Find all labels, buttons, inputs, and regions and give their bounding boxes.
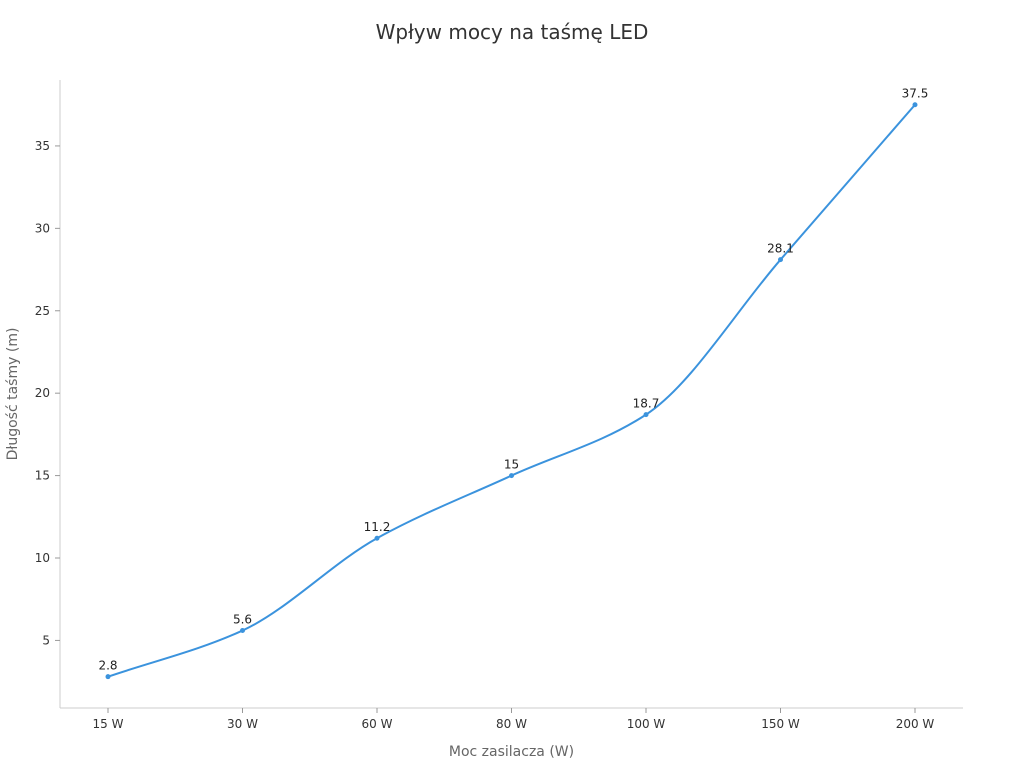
data-label: 11.2 xyxy=(364,520,391,534)
data-point xyxy=(374,535,380,541)
x-axis-title: Moc zasilacza (W) xyxy=(449,744,574,760)
data-label: 37.5 xyxy=(902,87,929,101)
y-tick-label: 25 xyxy=(35,304,50,318)
data-point xyxy=(105,674,111,680)
y-ticks: 5 10 15 20 25 30 35 xyxy=(35,139,60,647)
y-axis-title: Długość taśmy (m) xyxy=(5,328,21,461)
y-tick-label: 15 xyxy=(35,469,50,483)
y-tick-label: 30 xyxy=(35,221,50,235)
data-point xyxy=(509,473,514,479)
x-tick-label: 150 W xyxy=(761,717,800,731)
chart-title: Wpływ mocy na taśmę LED xyxy=(375,20,649,44)
data-label: 5.6 xyxy=(233,613,252,627)
data-labels: 2.8 5.6 11.2 15 18.7 28.1 37.5 xyxy=(98,87,928,673)
data-points xyxy=(105,102,918,680)
data-point xyxy=(643,412,649,418)
x-ticks: 15 W 30 W 60 W 80 W 100 W 150 W 200 W xyxy=(93,708,935,731)
data-label: 18.7 xyxy=(633,397,660,411)
y-tick-label: 5 xyxy=(42,633,50,647)
data-label: 15 xyxy=(504,458,519,472)
x-tick-label: 200 W xyxy=(896,717,935,731)
y-tick-label: 10 xyxy=(35,551,50,565)
y-tick-label: 35 xyxy=(35,139,50,153)
series-line xyxy=(107,104,916,678)
x-tick-label: 100 W xyxy=(627,717,666,731)
data-point xyxy=(240,628,245,634)
x-tick-label: 60 W xyxy=(362,717,393,731)
y-tick-label: 20 xyxy=(35,386,50,400)
data-label: 28.1 xyxy=(767,242,794,256)
x-tick-label: 15 W xyxy=(93,717,124,731)
data-label: 2.8 xyxy=(98,659,117,673)
data-point xyxy=(912,102,918,108)
x-tick-label: 30 W xyxy=(227,717,258,731)
x-tick-label: 80 W xyxy=(496,717,527,731)
data-point xyxy=(778,257,783,263)
axes xyxy=(59,80,963,709)
